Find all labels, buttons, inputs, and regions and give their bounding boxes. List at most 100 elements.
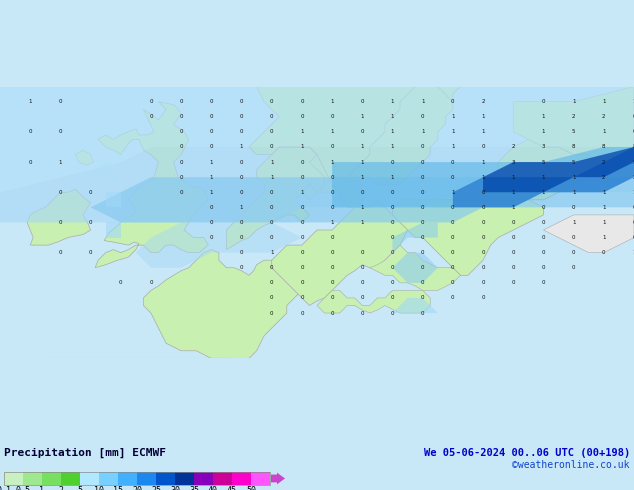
Polygon shape <box>317 291 430 313</box>
Text: 1: 1 <box>632 99 634 104</box>
Text: 1: 1 <box>572 220 576 225</box>
Text: 0: 0 <box>300 174 304 180</box>
Polygon shape <box>98 162 120 177</box>
Text: 0: 0 <box>300 114 304 119</box>
Text: 0: 0 <box>300 311 304 316</box>
Text: 1: 1 <box>512 174 515 180</box>
Polygon shape <box>332 185 340 192</box>
Text: 0: 0 <box>602 250 605 255</box>
Text: 20: 20 <box>132 486 142 490</box>
Text: 0: 0 <box>240 174 243 180</box>
Text: 0: 0 <box>270 235 273 240</box>
Text: 10: 10 <box>94 486 104 490</box>
Text: 0: 0 <box>270 114 273 119</box>
Text: 0: 0 <box>330 311 334 316</box>
Text: 0: 0 <box>361 250 364 255</box>
Text: 0: 0 <box>391 250 394 255</box>
Text: 0: 0 <box>391 280 394 285</box>
Text: 0: 0 <box>300 99 304 104</box>
Text: 0: 0 <box>330 114 334 119</box>
Text: 0: 0 <box>421 160 424 165</box>
Text: 1: 1 <box>572 174 576 180</box>
Text: 1: 1 <box>39 486 44 490</box>
Text: 35: 35 <box>189 486 199 490</box>
Text: 0: 0 <box>421 205 424 210</box>
Polygon shape <box>106 222 120 238</box>
Text: 0: 0 <box>270 145 273 149</box>
Bar <box>4 472 23 485</box>
Text: 0: 0 <box>210 145 213 149</box>
Bar <box>156 472 175 485</box>
Text: 0: 0 <box>451 250 455 255</box>
Polygon shape <box>136 222 302 268</box>
Bar <box>4 472 270 485</box>
Text: 0: 0 <box>361 190 364 195</box>
Text: 30: 30 <box>170 486 180 490</box>
Text: 0: 0 <box>451 220 455 225</box>
Text: 0: 0 <box>179 160 183 165</box>
Polygon shape <box>27 189 91 245</box>
Text: 0: 0 <box>119 280 122 285</box>
Text: 1: 1 <box>421 99 424 104</box>
Text: 8: 8 <box>602 145 605 149</box>
Text: 0: 0 <box>29 160 32 165</box>
Text: 1: 1 <box>330 160 334 165</box>
Text: 1: 1 <box>481 114 485 119</box>
Text: 1: 1 <box>330 129 334 134</box>
Text: 0: 0 <box>240 250 243 255</box>
Text: 1: 1 <box>541 174 545 180</box>
Polygon shape <box>340 177 362 192</box>
Text: 0: 0 <box>300 205 304 210</box>
Text: 0: 0 <box>481 145 485 149</box>
Text: 0: 0 <box>632 235 634 240</box>
Text: 0: 0 <box>572 235 576 240</box>
Text: 0: 0 <box>541 265 545 270</box>
Text: 0: 0 <box>391 160 394 165</box>
Polygon shape <box>302 147 340 200</box>
Text: 0: 0 <box>179 145 183 149</box>
Text: 1: 1 <box>300 190 304 195</box>
Polygon shape <box>347 79 453 185</box>
Text: 0: 0 <box>240 114 243 119</box>
Bar <box>118 472 137 485</box>
Text: 0: 0 <box>89 190 93 195</box>
Text: 0: 0 <box>512 280 515 285</box>
Text: 0: 0 <box>330 205 334 210</box>
Text: 0: 0 <box>481 190 485 195</box>
Text: 0: 0 <box>300 250 304 255</box>
Text: 0: 0 <box>270 265 273 270</box>
Text: 1: 1 <box>210 174 213 180</box>
Text: 0: 0 <box>451 205 455 210</box>
Text: 1: 1 <box>451 145 455 149</box>
Text: 0: 0 <box>391 235 394 240</box>
Text: 1: 1 <box>300 145 304 149</box>
Text: 0: 0 <box>361 280 364 285</box>
Text: 0: 0 <box>451 235 455 240</box>
Text: 0: 0 <box>58 190 62 195</box>
Text: 0: 0 <box>391 205 394 210</box>
Text: 0: 0 <box>29 129 32 134</box>
Text: 0: 0 <box>330 250 334 255</box>
Text: 0: 0 <box>210 99 213 104</box>
Text: 0: 0 <box>481 250 485 255</box>
Text: 1: 1 <box>300 129 304 134</box>
Text: 1: 1 <box>481 160 485 165</box>
Text: 0: 0 <box>300 220 304 225</box>
Text: 0: 0 <box>572 205 576 210</box>
Text: 2: 2 <box>572 114 576 119</box>
Polygon shape <box>95 102 209 268</box>
Text: 5: 5 <box>541 160 545 165</box>
Text: 0: 0 <box>330 145 334 149</box>
Text: 0: 0 <box>361 129 364 134</box>
Text: 0: 0 <box>300 280 304 285</box>
Text: 0: 0 <box>481 205 485 210</box>
Polygon shape <box>249 34 483 207</box>
Text: 0: 0 <box>541 99 545 104</box>
Text: 0: 0 <box>240 99 243 104</box>
Text: 0: 0 <box>270 311 273 316</box>
Text: 0: 0 <box>572 265 576 270</box>
Text: 0: 0 <box>421 250 424 255</box>
Bar <box>137 472 156 485</box>
Text: 0: 0 <box>330 265 334 270</box>
Text: 0: 0 <box>451 265 455 270</box>
